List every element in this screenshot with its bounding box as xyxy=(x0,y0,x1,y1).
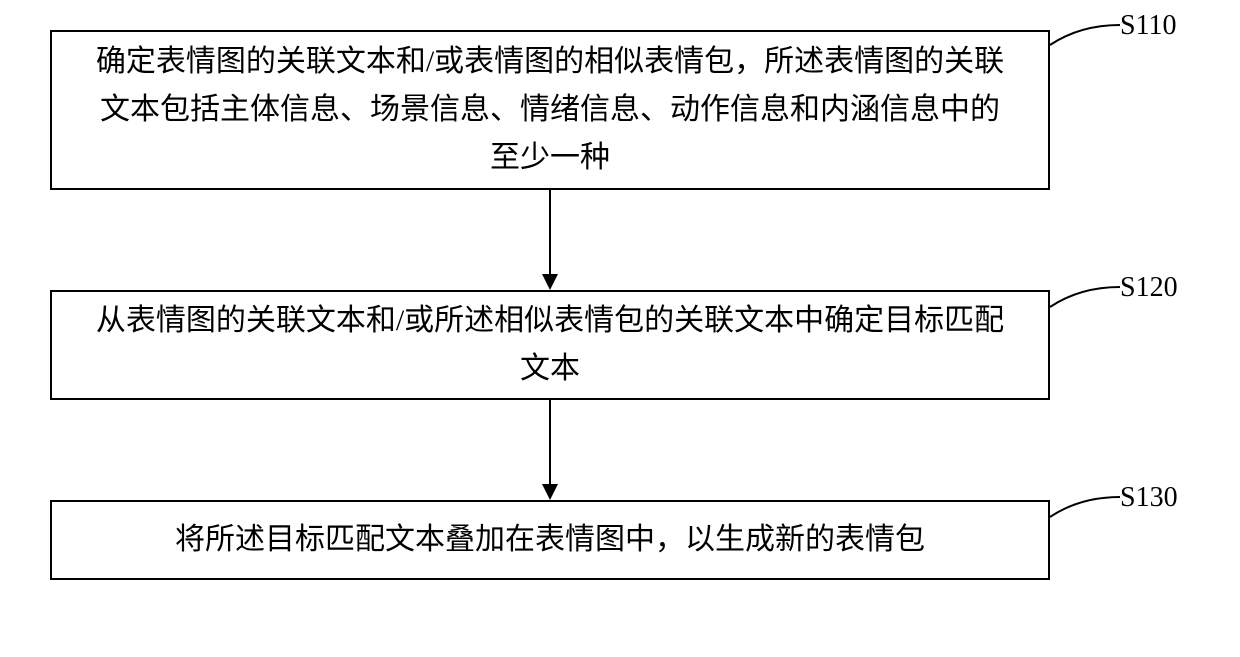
step-label-s110: S110 xyxy=(1120,10,1177,42)
lead-line-s110 xyxy=(1040,10,1130,50)
flow-step-s120-text: 从表情图的关联文本和/或所述相似表情包的关联文本中确定目标匹配文本 xyxy=(92,297,1008,393)
flow-step-s130-text: 将所述目标匹配文本叠加在表情图中，以生成新的表情包 xyxy=(175,516,925,564)
flow-step-s110-text: 确定表情图的关联文本和/或表情图的相似表情包，所述表情图的关联文本包括主体信息、… xyxy=(92,38,1008,182)
flow-step-s120: 从表情图的关联文本和/或所述相似表情包的关联文本中确定目标匹配文本 xyxy=(50,290,1050,400)
step-label-s120: S120 xyxy=(1120,272,1178,304)
arrow-s110-to-s120 xyxy=(540,190,560,290)
flow-step-s130: 将所述目标匹配文本叠加在表情图中，以生成新的表情包 xyxy=(50,500,1050,580)
arrow-s120-to-s130 xyxy=(540,400,560,500)
lead-line-s120 xyxy=(1040,272,1130,312)
flow-step-s110: 确定表情图的关联文本和/或表情图的相似表情包，所述表情图的关联文本包括主体信息、… xyxy=(50,30,1050,190)
step-label-s130: S130 xyxy=(1120,482,1178,514)
lead-line-s130 xyxy=(1040,482,1130,522)
